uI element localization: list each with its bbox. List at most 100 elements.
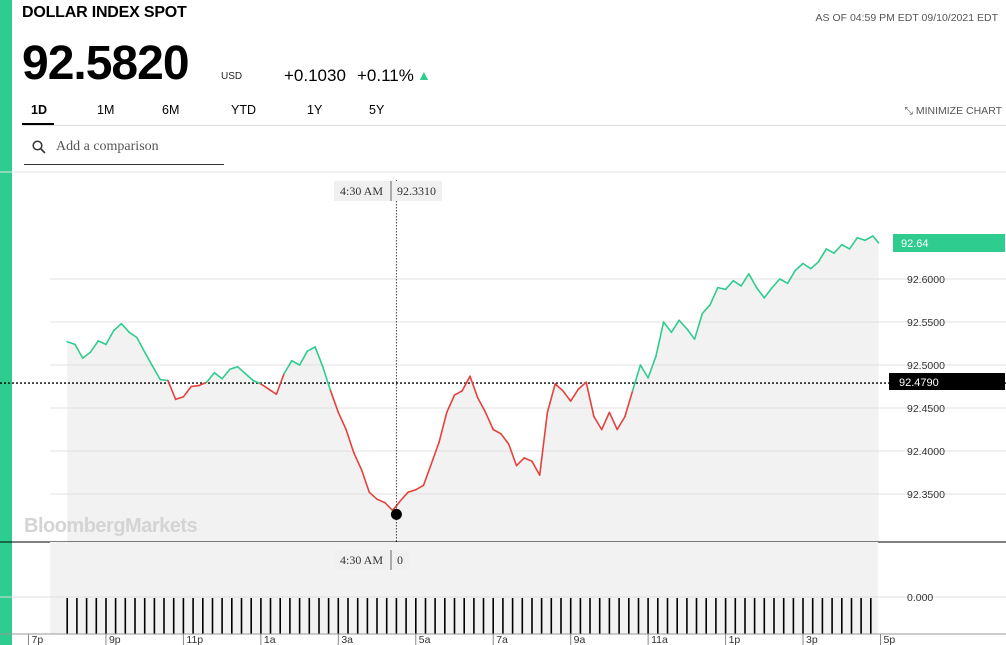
x-tick-label: 11p [186, 634, 203, 645]
price-segment [864, 235, 874, 242]
price-change: +0.1030 [284, 66, 346, 85]
price-segment [778, 278, 789, 285]
y-tick-label: 92.3500 [907, 489, 945, 501]
crosshair-value: 92.3310 [397, 184, 436, 198]
price-segment [112, 322, 123, 332]
x-axis: 7p 9p 11p 1a 3a 5a 7a 9a 11a 1p 3p 5p [28, 634, 895, 645]
price-segment [600, 411, 611, 431]
search-icon [32, 140, 46, 154]
price-segment [786, 269, 797, 285]
price-segment [716, 286, 727, 291]
price-segment [724, 279, 735, 291]
crosshair-time: 4:30 AM [340, 184, 383, 198]
price-segment [306, 346, 316, 353]
y-axis: 92.6000 92.5500 92.5000 92.4500 92.4000 92.35… [907, 274, 945, 501]
x-tick-label: 3p [806, 634, 818, 645]
price-segment [492, 428, 502, 435]
price-segment [647, 355, 657, 379]
x-tick-label: 7p [32, 634, 44, 645]
price-segment [469, 375, 479, 399]
comparison-search [24, 132, 226, 165]
price-segment [577, 381, 588, 390]
x-tick-label: 1p [729, 634, 741, 645]
tab-1d[interactable]: 1D [31, 103, 47, 117]
price-segment [89, 340, 99, 353]
price-segment [523, 457, 533, 463]
active-tab-indicator [22, 123, 54, 126]
tab-1m[interactable]: 1M [97, 103, 115, 117]
price-segment [205, 371, 216, 384]
price-segment [678, 319, 688, 330]
price-segment [593, 415, 603, 431]
price-segment [81, 351, 92, 359]
price-segment [376, 498, 386, 504]
price-segment [794, 262, 804, 272]
price-segment [538, 411, 549, 476]
x-tick-label: 9a [574, 634, 586, 645]
x-tick-label: 1a [264, 634, 276, 645]
price-segment [476, 396, 487, 414]
price-segment [670, 319, 680, 334]
gridlines [50, 278, 1006, 495]
price-segment [383, 501, 394, 512]
price-segment [314, 346, 324, 368]
price-segment [709, 286, 719, 306]
price-segment [461, 375, 471, 392]
tab-1y[interactable]: 1Y [307, 103, 323, 117]
price-segment [802, 262, 812, 270]
price-segment [283, 359, 293, 375]
price-line [66, 235, 880, 512]
tab-ytd[interactable]: YTD [231, 103, 256, 117]
price-segment [198, 381, 208, 387]
price-segment [655, 321, 665, 358]
price-segment [484, 411, 495, 431]
price-segment [321, 365, 332, 392]
volume-axis-label: 0.000 [907, 592, 933, 604]
price-segment [97, 340, 107, 346]
price-segment [430, 441, 440, 465]
price-segment [531, 460, 541, 476]
price-segment [631, 364, 642, 392]
price-segment [221, 368, 231, 380]
y-tick-label: 92.6000 [907, 274, 945, 286]
price-segment [159, 378, 169, 382]
tab-6m[interactable]: 6M [162, 103, 180, 117]
price-segment [244, 372, 254, 382]
price-segment [856, 236, 866, 242]
price-segment [143, 351, 154, 367]
price-segment [414, 484, 425, 491]
price-segment [833, 243, 843, 254]
price-segment [686, 328, 696, 341]
volume-crosshair-label: 4:30 AM 0 [334, 550, 410, 570]
y-tick-label: 92.4000 [907, 446, 945, 458]
tabs-divider [22, 125, 1006, 126]
price-segment [329, 389, 340, 414]
crosshair-label: 4:30 AM 92.3310 [334, 181, 442, 201]
bloomberg-watermark: BloombergMarkets [24, 515, 198, 537]
price-segment [298, 350, 309, 366]
price-segment [74, 343, 84, 359]
price-segment [562, 389, 572, 402]
price-segment [438, 411, 448, 444]
price-segment [585, 381, 595, 418]
price-segment [136, 336, 146, 353]
price-segment [66, 340, 76, 346]
reference-value-label: 92.4790 [899, 377, 939, 389]
price-segment [267, 388, 278, 396]
price-segment [701, 303, 711, 315]
price-segment [840, 243, 851, 250]
tab-5y[interactable]: 5Y [369, 103, 385, 117]
comparison-input[interactable] [54, 136, 226, 158]
price-segment [662, 321, 673, 334]
minimize-chart-button[interactable]: ⤡ MINIMIZE CHART [905, 105, 1002, 118]
x-tick-label: 5a [419, 634, 431, 645]
volume-crosshair-value: 0 [397, 553, 403, 567]
last-value-label: 92.64 [901, 238, 929, 250]
price-segment [174, 395, 185, 401]
price-segment [190, 384, 200, 388]
price-segment [167, 379, 177, 401]
price-segment [422, 463, 433, 487]
price-segment [128, 331, 138, 339]
price-segment [817, 248, 828, 263]
security-title: DOLLAR INDEX SPOT [22, 4, 187, 21]
